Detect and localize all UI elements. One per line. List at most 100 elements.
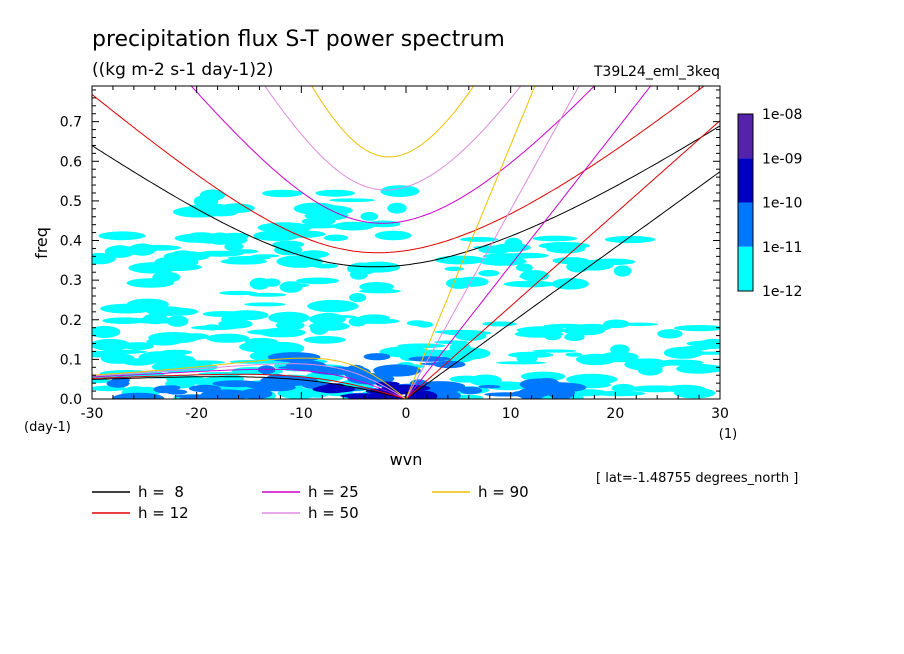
power-patch-level-1 [589,258,636,266]
power-patch-level-3 [312,385,356,393]
power-patch-level-1 [328,198,376,202]
power-patch-level-1 [207,232,233,245]
y-tick-label: 0.1 [60,352,82,368]
y-tick-labels: 0.0 0.1 0.2 0.3 0.4 0.5 0.6 0.7 [60,115,82,408]
power-patch-level-1 [142,313,169,325]
power-patch-level-1 [503,280,556,288]
power-patch-level-1 [455,276,489,287]
power-patch-level-1 [516,263,533,272]
axis-ticks [91,86,721,400]
power-patch-level-1 [593,390,646,397]
power-patch-level-1 [290,223,343,229]
power-patch-level-1 [163,353,184,358]
power-patch-level-1 [163,251,210,262]
power-patch-level-1 [478,269,500,277]
power-patch-level-1 [673,325,720,332]
power-patch-level-2 [153,385,178,394]
power-patch-level-1 [304,211,349,221]
dispersion-curve-er1-h8 [92,376,407,399]
power-patch-level-2 [511,390,551,398]
latitude-annotation: [ lat=-1.48755 degrees_north ] [596,471,798,486]
power-patch-level-2 [408,356,451,362]
power-patch-level-1 [183,333,210,340]
dispersion-curve-er1-h50 [92,363,407,399]
colorbar-label: 1e-09 [762,151,802,167]
power-patch-level-1 [98,231,146,241]
power-patch-level-1 [233,249,259,254]
x-tick-label: -10 [290,406,313,422]
legend-label: h = 25 [308,483,359,501]
legend-label: h = 8 [138,483,184,501]
legend-label: h = 12 [138,504,189,522]
dispersion-curve-ig1-h90 [311,86,475,158]
x-tick-label: 10 [502,406,520,422]
power-patch-level-1 [92,338,131,351]
experiment-label: T39L24_eml_3keq [593,64,720,80]
power-patch-level-1 [380,185,420,198]
dispersion-curve-kelvin-h50 [405,86,580,399]
y-tick-label: 0.7 [60,115,82,131]
power-patch-level-1 [332,221,375,231]
colorbar-segment [738,246,753,291]
x-tick-label: -30 [81,406,104,422]
power-patch-level-1 [374,230,412,241]
power-patch-level-1 [92,252,116,265]
dispersion-curve-kelvin-h12 [405,120,720,399]
y-tick-label: 0.6 [60,154,82,170]
power-patch-level-1 [349,293,367,303]
power-patch-level-1 [459,236,499,242]
power-patch-level-1 [444,347,491,360]
power-patch-level-1 [219,290,258,296]
power-patch-level-1 [444,266,464,272]
legend: h = 8 h = 12 h = 25 h = 50 h = 90 [92,483,529,522]
y-tick-label: 0.2 [60,313,82,329]
power-patch-level-1 [224,241,244,252]
power-patch-level-2 [363,353,391,361]
power-patch-level-1 [599,351,639,363]
dispersion-curve-kelvin-h8 [405,171,720,399]
power-patch-level-1 [482,253,535,260]
x-tick-labels: -30 -20 -10 0 10 20 30 [81,406,729,422]
power-patch-level-1 [434,255,486,265]
power-patch-level-1 [312,263,339,269]
dispersion-curve-er1-h12 [92,373,407,399]
power-patch-level-2 [478,385,501,389]
power-patch-level-2 [373,364,421,377]
power-patch-level-1 [307,299,359,313]
power-patch-level-1 [244,302,286,307]
x-axis-label: wvn [390,450,423,469]
power-patch-level-1 [251,254,280,258]
dispersion-curve-ig1-h12 [92,86,705,254]
power-patch-level-1 [478,245,512,254]
colorbar-frame [737,113,754,292]
power-patch-level-1 [387,202,407,214]
chart-subtitle: ((kg m-2 s-1 day-1)2) [92,60,273,80]
power-patch-level-1 [134,244,182,251]
power-patch-level-1 [532,349,577,353]
power-patch-level-1 [298,250,329,259]
y-tick-label: 0.4 [60,234,82,250]
power-patch-level-1 [249,277,270,290]
power-patch-level-2 [188,384,222,393]
power-patch-level-1 [206,326,226,330]
legend-label: h = 50 [308,504,359,522]
power-patch-level-1 [282,328,300,333]
power-patch-level-1 [92,350,112,358]
power-patch-level-2 [267,352,321,363]
power-patch-level-1 [248,292,287,297]
power-patch-level-1 [604,235,656,244]
power-patch-level-1 [282,283,310,288]
power-patch-level-1 [104,245,135,258]
power-patch-level-1 [366,220,401,228]
y-axis-unit: (day-1) [24,420,71,435]
power-patch-level-1 [296,277,340,285]
power-patch-level-1 [566,261,590,273]
power-patch-level-1 [434,340,469,345]
power-patch-level-1 [514,330,564,338]
power-patch-level-1 [442,330,492,336]
power-patch-level-1 [664,384,706,393]
power-patch-level-1 [657,359,704,366]
power-patch-level-1 [121,358,156,366]
power-patch-level-1 [220,258,268,265]
power-patch-level-1 [624,358,661,371]
